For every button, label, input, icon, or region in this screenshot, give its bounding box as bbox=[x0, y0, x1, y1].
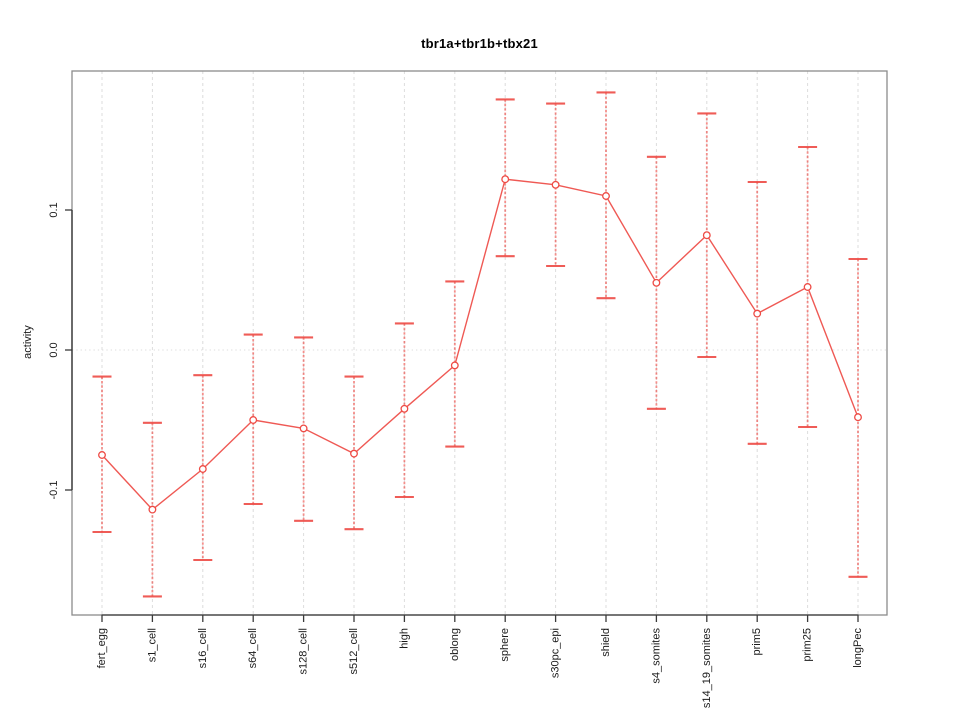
y-tick-label: 0.0 bbox=[48, 342, 60, 357]
x-tick-label: s30pc_epi bbox=[550, 628, 562, 678]
data-point bbox=[803, 283, 812, 291]
x-tick-label: oblong bbox=[449, 628, 461, 661]
x-tick-label: s14_19_somites bbox=[701, 628, 713, 709]
data-point bbox=[551, 180, 560, 189]
data-point bbox=[148, 505, 157, 514]
data-point bbox=[753, 309, 762, 318]
data-point bbox=[98, 451, 106, 459]
data-point bbox=[854, 413, 862, 422]
x-tick-label: fert_egg bbox=[96, 628, 108, 668]
x-tick-label: s64_cell bbox=[247, 628, 259, 668]
x-tick-label: high bbox=[398, 628, 410, 649]
x-tick-label: s16_cell bbox=[197, 628, 209, 668]
y-tick-label: -0.1 bbox=[48, 481, 60, 500]
x-tick-label: prim5 bbox=[751, 628, 763, 656]
x-tick-label: longPec bbox=[852, 628, 864, 668]
data-point bbox=[299, 424, 308, 433]
x-tick-label: shield bbox=[600, 628, 612, 657]
x-tick-label: prim25 bbox=[802, 628, 814, 662]
data-point bbox=[249, 416, 258, 424]
data-point bbox=[602, 192, 610, 200]
x-tick-label: sphere bbox=[499, 628, 511, 662]
data-point bbox=[350, 449, 358, 458]
data-point bbox=[450, 361, 459, 370]
plot-border bbox=[71, 70, 888, 616]
data-point bbox=[198, 465, 207, 473]
chart-title: tbr1a+tbr1b+tbx21 bbox=[421, 36, 538, 51]
data-point bbox=[501, 175, 510, 184]
x-tick-label: s1_cell bbox=[146, 628, 158, 662]
data-point bbox=[702, 231, 711, 240]
data-point bbox=[400, 404, 409, 413]
x-tick-label: s128_cell bbox=[298, 628, 310, 674]
data-point bbox=[652, 278, 661, 287]
series-line bbox=[101, 178, 859, 511]
y-tick-label: 0.1 bbox=[48, 202, 60, 217]
x-tick-label: s512_cell bbox=[348, 628, 360, 674]
x-tick-label: s4_somites bbox=[650, 628, 662, 684]
